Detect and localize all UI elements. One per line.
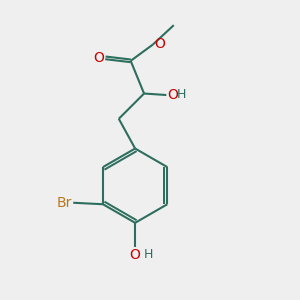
Text: O: O	[130, 248, 141, 262]
Text: H: H	[177, 88, 186, 101]
Text: H: H	[143, 248, 153, 261]
Text: O: O	[154, 38, 165, 52]
Text: O: O	[167, 88, 178, 102]
Text: Br: Br	[56, 196, 72, 210]
Text: O: O	[93, 51, 104, 65]
